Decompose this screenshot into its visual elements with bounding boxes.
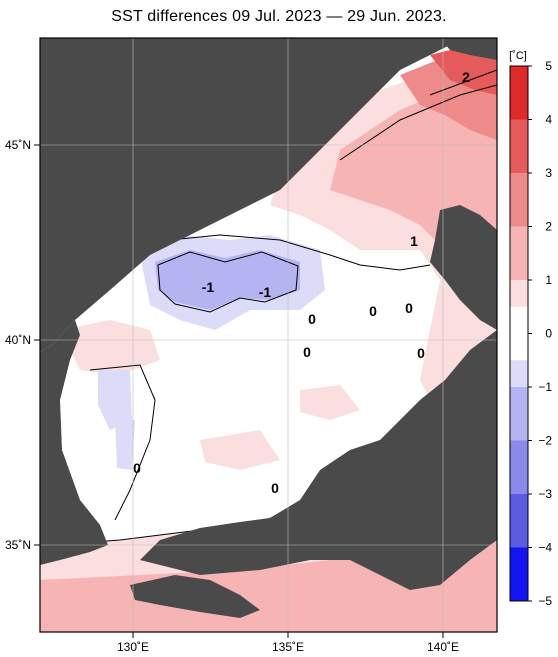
lat-label-40n: 40˚N	[5, 333, 31, 347]
colorbar-tick-label: 1	[545, 273, 552, 287]
contour-label-zero-g: 0	[271, 480, 279, 496]
contour-label-2: 2	[462, 69, 470, 85]
axis-ticks	[34, 144, 444, 638]
map-frame	[39, 37, 498, 633]
colorbar-cell	[510, 173, 528, 201]
colorbar-cell	[510, 333, 528, 361]
colorbar-cell	[510, 467, 528, 495]
contour-label-minus1-b: -1	[259, 284, 272, 300]
contour-minus1	[157, 251, 299, 313]
colorbar-cell	[510, 306, 528, 334]
land-sakhalin-tip	[440, 38, 497, 60]
lon-label-135e: 135˚E	[272, 640, 304, 654]
colorbar-cell	[510, 413, 528, 441]
lat-label-45n: 45˚N	[5, 138, 31, 152]
contour-label-zero-b: 0	[369, 303, 377, 319]
colorbar-cell	[510, 280, 528, 308]
contour-two-northeast	[429, 69, 497, 96]
colorbar-cell	[510, 440, 528, 468]
land-hokkaido	[430, 205, 497, 330]
colorbar-tick-label: 3	[545, 166, 552, 180]
colorbar-tick-label: 4	[545, 113, 552, 127]
contour-one-northeast	[339, 84, 497, 161]
colorbar-tick-label: −1	[538, 380, 552, 394]
colorbar-cell	[510, 387, 528, 415]
colorbar-cell	[510, 146, 528, 174]
colorbar-tick-label: −3	[538, 487, 552, 501]
contour-label-zero-c: 0	[405, 300, 413, 316]
colorbar-tick-label: 0	[545, 327, 552, 341]
colorbar-tick-label: −5	[538, 594, 552, 608]
colorbar-cell	[510, 92, 528, 120]
colorbar-cell	[510, 547, 528, 575]
land-eurasia	[40, 38, 497, 352]
map-area	[40, 38, 497, 632]
contour-label-zero-d: 0	[303, 344, 311, 360]
colorbar-tick-label: 5	[545, 59, 552, 73]
colorbar-cell	[510, 66, 528, 94]
lon-label-130e: 130˚E	[117, 640, 149, 654]
colorbar-cell	[510, 574, 528, 602]
colorbar-cell	[510, 226, 528, 254]
land-korea	[40, 320, 108, 565]
lat-label-35n: 35˚N	[5, 538, 31, 552]
colorbar-cell	[510, 494, 528, 522]
cold-patch-southwest	[98, 370, 132, 430]
colorbar-tick-label: −2	[538, 434, 552, 448]
land-shikoku-kyushu	[130, 575, 260, 618]
contour-zero-west	[89, 364, 156, 521]
colorbar-cell	[510, 360, 528, 388]
contour-label-1: 1	[410, 233, 418, 249]
colorbar-cell	[510, 253, 528, 281]
colorbar: [˚C] 5 4 3 2 1 0 −1 −2 −3 −4 −5	[509, 50, 552, 608]
contour-label-minus1-a: -1	[202, 279, 215, 295]
chart-title: SST differences 09 Jul. 2023 — 29 Jun. 2…	[111, 8, 447, 25]
colorbar-tick-label: 2	[545, 220, 552, 234]
colorbar-tick-label: −4	[538, 541, 552, 555]
cold-region-2	[155, 250, 300, 310]
lon-label-140e: 140˚E	[427, 640, 459, 654]
contour-label-zero-f: 0	[133, 460, 141, 476]
map-grid	[40, 38, 497, 632]
contour-label-zero-a: 0	[308, 311, 316, 327]
warm-patch-central	[200, 430, 280, 470]
colorbar-unit: [˚C]	[509, 50, 527, 62]
warm-patch-mid	[300, 385, 360, 420]
colorbar-cell	[510, 520, 528, 548]
cold-patch-korea-coast	[115, 420, 135, 470]
land-island-north	[194, 132, 218, 162]
colorbar-cell	[510, 199, 528, 227]
land-japan-honshu	[140, 330, 497, 590]
contour-label-zero-e: 0	[417, 345, 425, 361]
colorbar-cell	[510, 119, 528, 147]
warm-patch-west	[60, 320, 160, 375]
